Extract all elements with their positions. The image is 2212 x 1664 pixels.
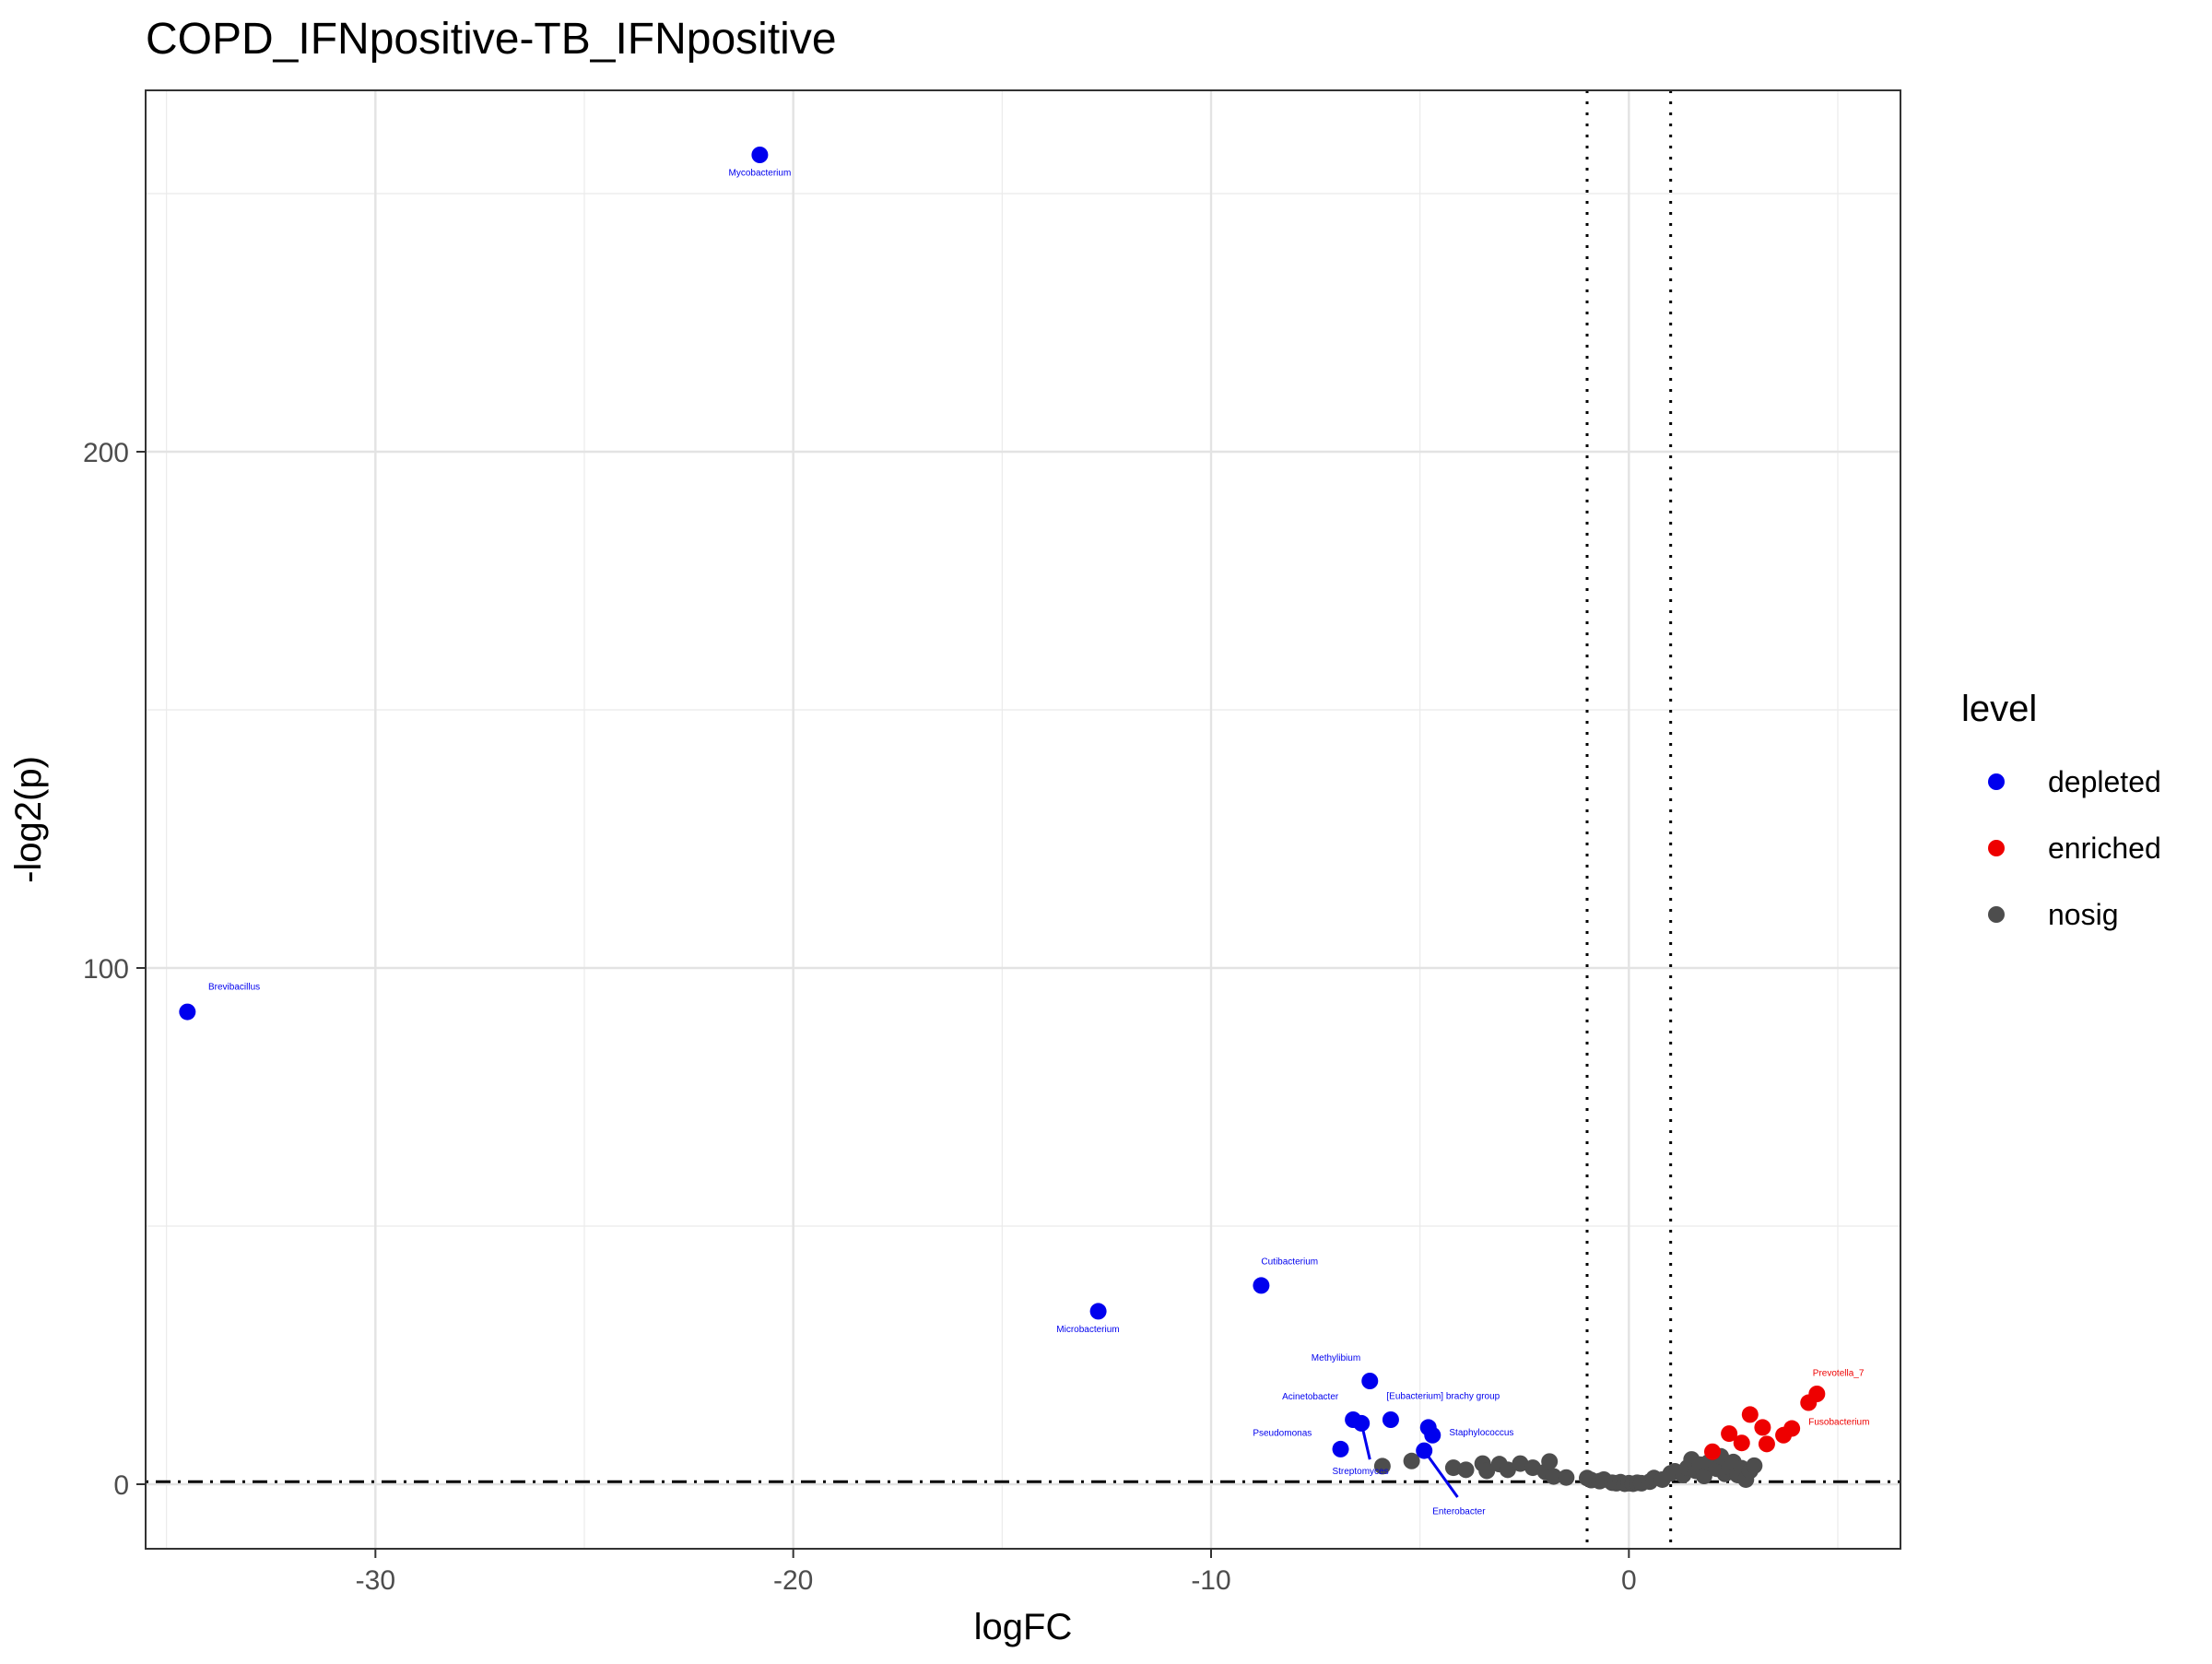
label-brevibacillus: Brevibacillus <box>208 983 260 993</box>
point-nosig <box>1373 1457 1391 1475</box>
point-nosig <box>1541 1453 1559 1470</box>
point-nosig <box>1478 1462 1496 1480</box>
minor-gridlines <box>146 90 1900 1549</box>
legend-items: depleted enriched nosig <box>1988 765 2161 931</box>
legend-title: level <box>1961 689 2037 729</box>
chart-title: COPD_IFNpositive-TB_IFNpositive <box>146 15 837 64</box>
x-axis: -30 -20 -10 0 <box>356 1549 1637 1596</box>
legend-key-enriched <box>1988 840 2005 856</box>
label-cutibacterium: Cutibacterium <box>1261 1257 1318 1267</box>
point-nosig <box>1444 1459 1462 1477</box>
point-pseudomonas <box>1332 1440 1349 1457</box>
point-nosig <box>1545 1468 1562 1485</box>
point-cutibacterium <box>1253 1277 1270 1294</box>
point-nosig <box>1558 1469 1575 1486</box>
x-tick-label: 0 <box>1621 1565 1637 1596</box>
point-enriched <box>1754 1419 1771 1436</box>
legend-key-nosig <box>1988 906 2005 923</box>
label-methylibium: Methylibium <box>1312 1353 1360 1363</box>
point-brevibacillus <box>179 1003 196 1021</box>
legend-key-depleted <box>1988 773 2005 790</box>
legend-label-enriched: enriched <box>2048 832 2161 865</box>
point-mycobacterium <box>751 147 769 163</box>
x-tick-label: -30 <box>356 1565 395 1596</box>
major-gridlines <box>146 90 1900 1549</box>
y-tick-label: 100 <box>83 954 129 985</box>
y-tick-label: 200 <box>83 438 129 468</box>
label-acinetobacter: Acinetobacter <box>1282 1392 1339 1402</box>
point-nosig <box>1403 1452 1420 1469</box>
point-enriched <box>1775 1426 1793 1444</box>
point-labels: Mycobacterium Brevibacillus Cutibacterium M… <box>208 168 1869 1516</box>
point-nosig <box>1695 1468 1712 1485</box>
plot-panel-background <box>146 90 1900 1549</box>
data-points <box>179 147 1826 1493</box>
point-enriched <box>1758 1435 1775 1453</box>
y-axis-title: -log2(p) <box>8 756 49 883</box>
point-nosig <box>1512 1455 1529 1472</box>
label-enterobacter: Enterobacter <box>1432 1506 1486 1516</box>
point-nosig <box>1499 1461 1516 1479</box>
plot-panel-border <box>145 89 1901 1550</box>
label-pseudomonas: Pseudomonas <box>1253 1428 1312 1438</box>
point-methylibium <box>1361 1373 1379 1389</box>
leader-line <box>1422 1449 1459 1498</box>
label-prevotella-7: Prevotella_7 <box>1813 1368 1865 1378</box>
point-enriched <box>1741 1406 1759 1423</box>
point-enriched <box>1800 1394 1818 1411</box>
point-streptomyces <box>1353 1414 1371 1432</box>
label-eubacterium-brachy-group: [Eubacterium] brachy group <box>1386 1392 1500 1402</box>
point-enterobacter <box>1416 1442 1433 1459</box>
legend-label-nosig: nosig <box>2048 898 2119 931</box>
label-streptomyces: Streptomyces <box>1332 1467 1388 1477</box>
x-tick-label: -20 <box>773 1565 813 1596</box>
point-enriched <box>1704 1443 1721 1460</box>
legend: level depleted enriched nosig <box>1961 689 2161 931</box>
point-nosig <box>1746 1457 1763 1474</box>
point-eubacterium-brachy-group <box>1382 1411 1399 1428</box>
y-axis: 0 100 200 <box>83 438 146 1501</box>
point-enriched <box>1721 1425 1738 1443</box>
point-enriched <box>1733 1434 1750 1452</box>
label-staphylococcus: Staphylococcus <box>1449 1428 1513 1438</box>
x-axis-title: logFC <box>974 1607 1073 1647</box>
y-tick-label: 0 <box>113 1470 129 1501</box>
point-microbacterium <box>1089 1303 1107 1320</box>
legend-label-depleted: depleted <box>2048 765 2161 798</box>
label-microbacterium: Microbacterium <box>1056 1325 1119 1335</box>
point-depleted <box>1424 1426 1441 1444</box>
point-nosig <box>1457 1461 1475 1479</box>
label-mycobacterium: Mycobacterium <box>728 168 791 178</box>
x-tick-label: -10 <box>1191 1565 1230 1596</box>
label-fusobacterium: Fusobacterium <box>1808 1418 1869 1428</box>
point-nosig <box>1524 1459 1542 1477</box>
